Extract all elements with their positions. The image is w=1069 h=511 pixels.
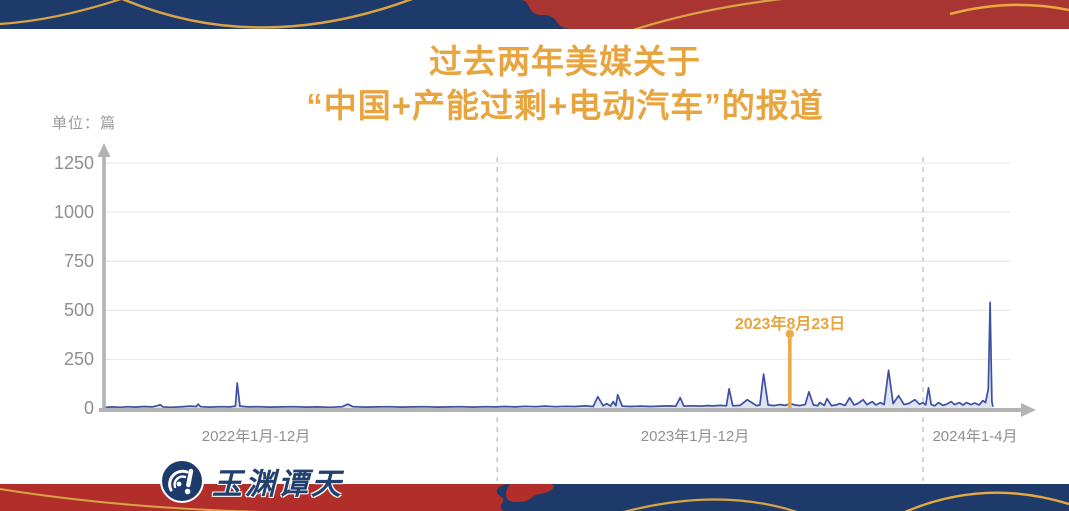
- x-section-label-2023: 2023年1月-12月: [640, 428, 750, 445]
- logo-text: 玉渊谭天: [212, 468, 344, 501]
- y-tick-0: 0: [83, 398, 94, 418]
- y-tick-500: 500: [63, 300, 94, 320]
- y-tick-1000: 1000: [53, 202, 94, 222]
- y-tick-250: 250: [63, 349, 94, 369]
- x-section-label-2024: 2024年1-4月: [932, 428, 1018, 445]
- chart-title: 过去两年美媒关于 “中国+产能过剩+电动汽车”的报道: [95, 40, 1035, 128]
- x-section-label-2022: 2022年1月-12月: [201, 428, 311, 445]
- y-tick-1250: 1250: [53, 153, 94, 173]
- chart-title-line1: 过去两年美媒关于: [429, 43, 701, 80]
- top-banner-decoration: [0, 0, 1069, 29]
- chart-title-line2: “中国+产能过剩+电动汽车”的报道: [306, 87, 824, 124]
- event-annotation-label: 2023年8月23日: [734, 316, 846, 333]
- bottom-banner-decoration: [0, 484, 1069, 511]
- y-axis-unit-label: 单位：篇: [52, 115, 117, 132]
- y-tick-750: 750: [63, 251, 94, 271]
- logo-wave-icon: [160, 459, 204, 503]
- yuyuan-tantian-logo: 玉渊谭天: [160, 459, 344, 503]
